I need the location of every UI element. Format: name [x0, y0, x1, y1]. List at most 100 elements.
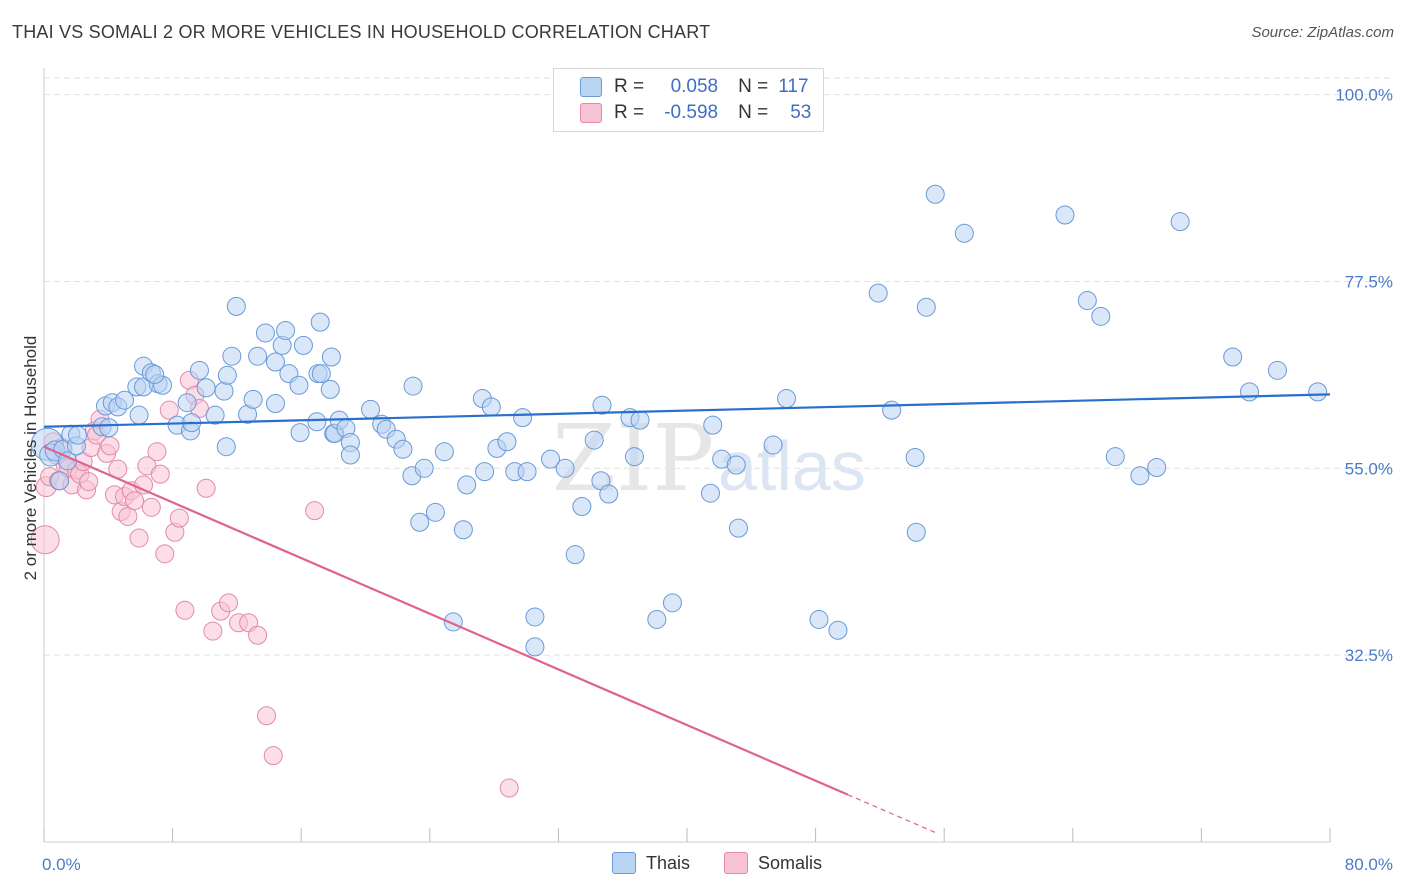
thai-point — [954, 223, 974, 243]
chart-title: THAI VS SOMALI 2 OR MORE VEHICLES IN HOU… — [12, 22, 711, 42]
thai-point — [205, 405, 225, 425]
thai-point — [265, 352, 285, 372]
x-tick-min: 0.0% — [42, 855, 81, 874]
thai-point — [226, 296, 246, 316]
legend-swatch-somalis — [724, 852, 748, 874]
thai-point — [828, 620, 848, 640]
legend-label-thais: Thais — [646, 852, 691, 873]
somali-point — [169, 508, 189, 528]
thai-point — [289, 375, 309, 395]
thai-point — [541, 449, 561, 469]
somali-point — [305, 501, 325, 521]
legend-n-label: N = — [738, 76, 769, 97]
legend-item-thais[interactable]: Thais — [612, 852, 690, 874]
thai-points — [30, 184, 1328, 657]
thai-point — [1147, 457, 1167, 477]
legend-item-somalis[interactable]: Somalis — [724, 852, 822, 874]
legend-n-label: N = — [738, 102, 769, 123]
thai-point — [906, 522, 926, 542]
thai-point — [513, 408, 533, 428]
y-tick-label: 32.5% — [1345, 646, 1393, 665]
thai-point — [555, 458, 575, 478]
thai-point — [1130, 466, 1150, 486]
thai-point — [214, 381, 234, 401]
legend-label-somalis: Somalis — [758, 852, 823, 873]
somali-point — [125, 491, 145, 511]
thai-point — [310, 312, 330, 332]
thai-point — [129, 405, 149, 425]
legend-swatch-somalis — [580, 103, 602, 123]
thai-point — [403, 376, 423, 396]
trend-lines — [43, 393, 1331, 834]
thai-point — [1170, 212, 1190, 232]
gridlines — [44, 77, 1393, 656]
thai-point — [255, 323, 275, 343]
thai-point — [321, 347, 341, 367]
thai-point — [361, 399, 381, 419]
somali-point — [196, 478, 216, 498]
thai-point — [1105, 447, 1125, 467]
thai-point — [572, 497, 592, 517]
thai-point — [809, 609, 829, 629]
thai-point — [647, 609, 667, 629]
thai-point — [265, 394, 285, 414]
thai-point — [307, 412, 327, 432]
thai-point — [217, 365, 237, 385]
thai-point — [189, 360, 209, 380]
somali-point — [248, 625, 268, 645]
thai-point — [290, 423, 310, 443]
somali-point — [100, 436, 120, 456]
thai-point — [592, 395, 612, 415]
y-tick-label: 77.5% — [1345, 272, 1393, 291]
somali-point — [257, 706, 277, 726]
thai-point — [584, 430, 604, 450]
thai-point — [1055, 205, 1075, 225]
somali-point — [141, 497, 161, 517]
thai-point — [599, 484, 619, 504]
thai-point — [1077, 291, 1097, 311]
thai-point — [115, 390, 135, 410]
somali-point — [150, 464, 170, 484]
thai-point — [425, 502, 445, 522]
somali-trend-extension — [847, 794, 937, 834]
somali-point — [219, 593, 239, 613]
thai-point — [475, 462, 495, 482]
legend-swatch-thais — [580, 77, 602, 97]
thai-point — [340, 445, 360, 465]
source-credit[interactable]: Source: ZipAtlas.com — [1251, 24, 1394, 41]
y-tick-label: 55.0% — [1345, 459, 1393, 478]
y-tick-labels: 32.5% 55.0% 77.5% 100.0% — [1335, 86, 1393, 666]
thai-point — [320, 379, 340, 399]
legend-r-value: -0.598 — [664, 102, 719, 123]
thai-point — [68, 425, 88, 445]
thai-point — [517, 462, 537, 482]
thai-point — [630, 410, 650, 430]
thai-point — [243, 389, 263, 409]
legend-n-value: 53 — [790, 102, 812, 123]
x-tick-max: 80.0% — [1345, 855, 1393, 874]
thai-point — [882, 400, 902, 420]
thai-point — [868, 283, 888, 303]
thai-point — [777, 389, 797, 409]
thai-point — [1239, 382, 1259, 402]
thai-point — [726, 455, 746, 475]
thai-point — [565, 545, 585, 565]
thai-point — [393, 439, 413, 459]
thai-point — [905, 448, 925, 468]
y-tick-label: 100.0% — [1335, 86, 1393, 105]
thai-point — [414, 458, 434, 478]
somali-point — [155, 544, 175, 564]
legend-r-label: R = — [614, 76, 645, 97]
somali-point — [147, 442, 167, 462]
somali-point — [134, 475, 154, 495]
thai-point — [222, 346, 242, 366]
correlation-legend: R = 0.058 N = 117 R = -0.598 N = 53 — [553, 68, 824, 132]
thai-point — [916, 297, 936, 317]
thai-point — [196, 378, 216, 398]
thai-point — [177, 393, 197, 413]
thai-point — [1091, 306, 1111, 326]
thai-point — [763, 435, 783, 455]
legend-r-label: R = — [614, 102, 645, 123]
somali-point — [263, 746, 283, 766]
